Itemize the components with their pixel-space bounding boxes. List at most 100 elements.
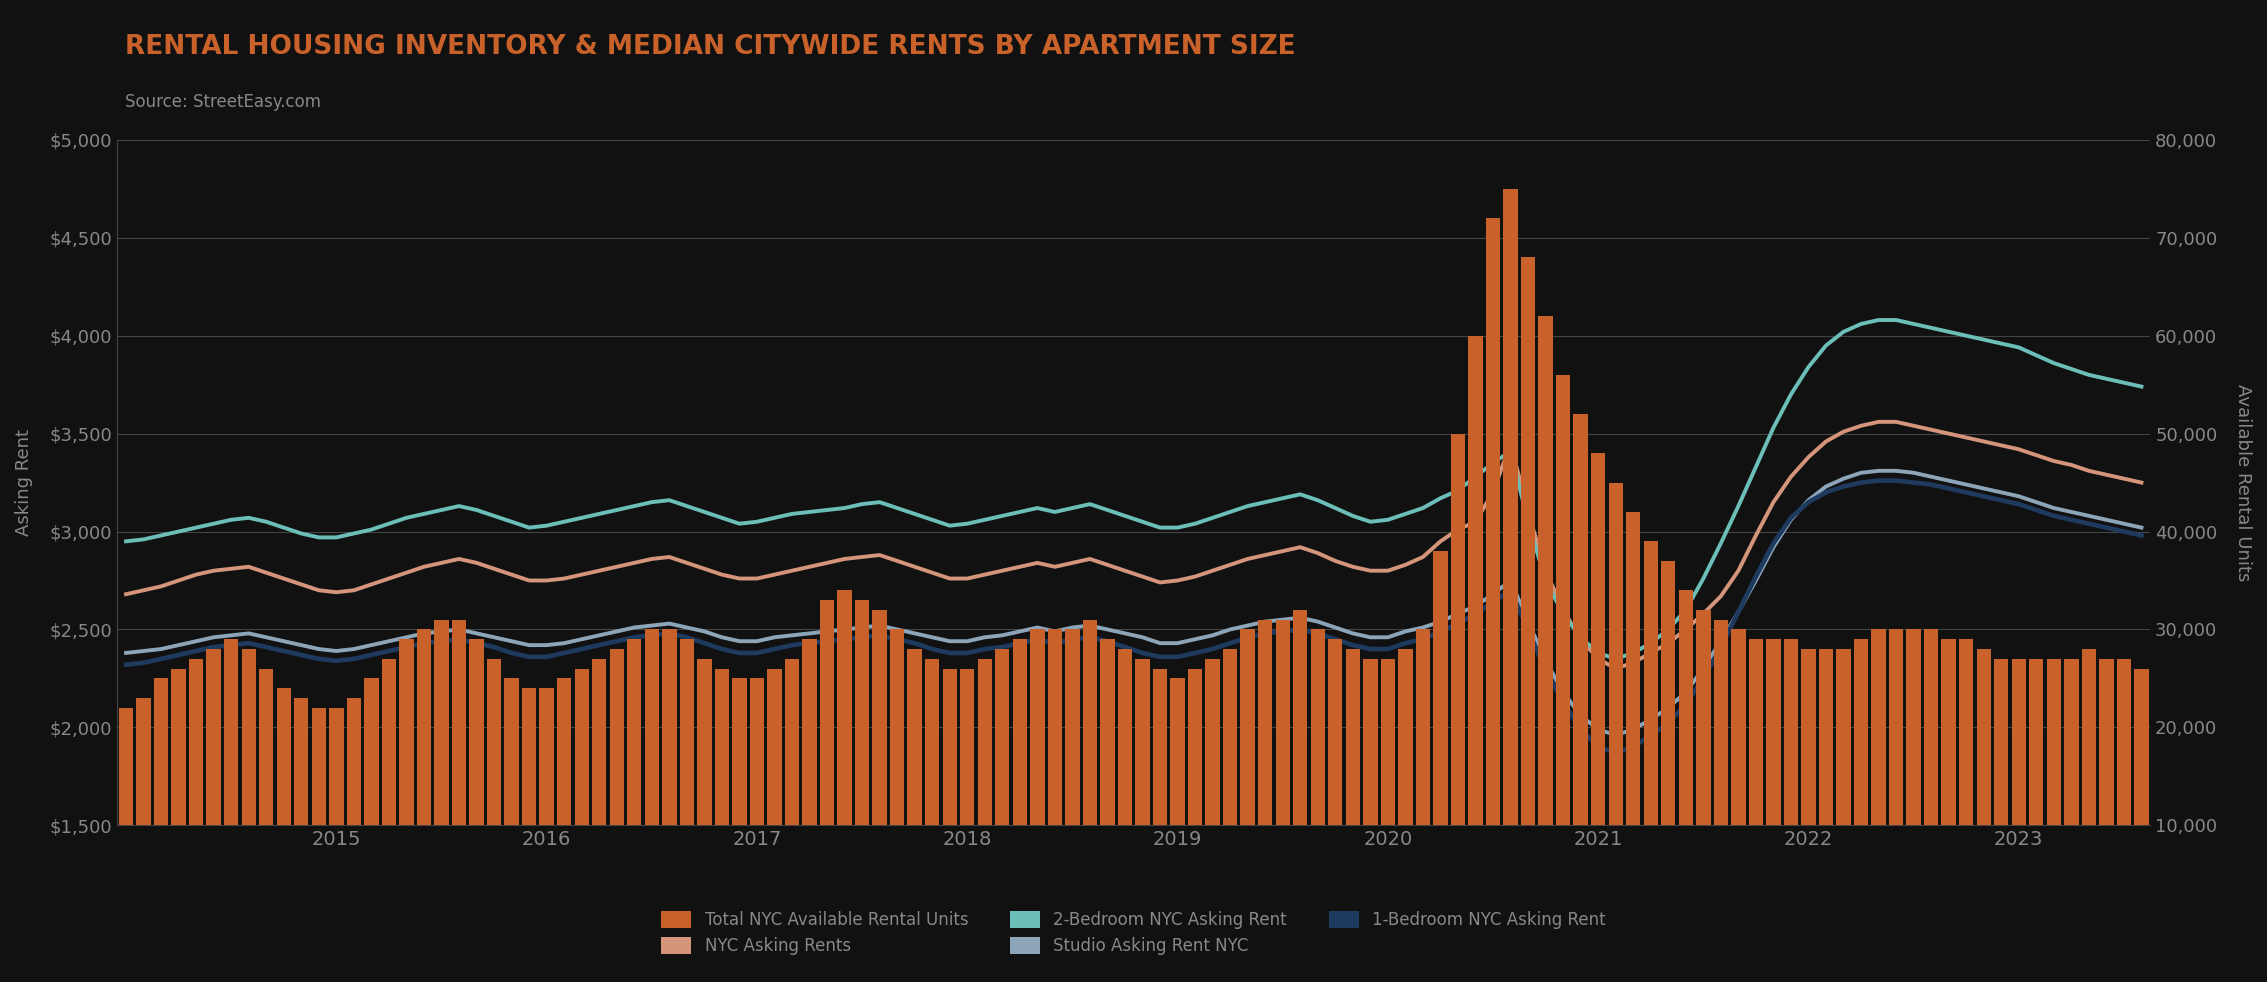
Legend: Total NYC Available Rental Units, NYC Asking Rents, 2-Bedroom NYC Asking Rent, S: Total NYC Available Rental Units, NYC As… <box>648 898 1619 969</box>
Bar <box>1625 512 1641 923</box>
Bar <box>1292 610 1308 923</box>
Bar <box>1521 257 1535 923</box>
Bar <box>381 659 397 923</box>
Bar <box>1748 639 1764 923</box>
Bar <box>1362 659 1378 923</box>
Bar <box>995 649 1009 923</box>
Bar <box>1310 629 1324 923</box>
Bar <box>1258 620 1272 923</box>
Bar <box>487 659 501 923</box>
Bar <box>1925 629 1938 923</box>
Bar <box>628 639 642 923</box>
Bar <box>1047 629 1061 923</box>
Bar <box>1469 336 1483 923</box>
Text: Source: StreetEasy.com: Source: StreetEasy.com <box>125 93 320 111</box>
Bar <box>680 639 694 923</box>
Bar <box>644 629 660 923</box>
Bar <box>136 698 150 923</box>
Bar <box>1591 453 1605 923</box>
Bar <box>698 659 712 923</box>
Bar <box>347 698 360 923</box>
Bar <box>907 649 923 923</box>
Bar <box>925 659 939 923</box>
Bar <box>1941 639 1956 923</box>
Bar <box>1099 639 1115 923</box>
Bar <box>574 669 589 923</box>
Bar <box>1662 561 1675 923</box>
Bar <box>1678 590 1693 923</box>
Bar <box>803 639 816 923</box>
Bar <box>558 679 571 923</box>
Bar <box>206 649 220 923</box>
Bar <box>821 600 834 923</box>
Bar <box>873 610 886 923</box>
Bar <box>295 698 308 923</box>
Bar <box>1381 659 1394 923</box>
Bar <box>1573 414 1587 923</box>
Bar <box>610 649 623 923</box>
Bar <box>1485 218 1501 923</box>
Bar <box>1222 649 1238 923</box>
Bar <box>662 629 676 923</box>
Bar <box>1065 629 1079 923</box>
Bar <box>1818 649 1834 923</box>
Bar <box>714 669 730 923</box>
Bar <box>1170 679 1186 923</box>
Bar <box>540 688 553 923</box>
Bar <box>1854 639 1868 923</box>
Bar <box>1539 316 1553 923</box>
Bar <box>329 708 345 923</box>
Bar <box>1188 669 1202 923</box>
Bar <box>1415 629 1430 923</box>
Bar <box>2011 659 2027 923</box>
Bar <box>1766 639 1780 923</box>
Bar <box>1977 649 1990 923</box>
Bar <box>891 629 905 923</box>
Bar <box>1136 659 1149 923</box>
Bar <box>2065 659 2079 923</box>
Bar <box>118 708 134 923</box>
Bar <box>1784 639 1798 923</box>
Bar <box>1433 551 1449 923</box>
Y-axis label: Available Rental Units: Available Rental Units <box>2233 384 2251 581</box>
Bar <box>1029 629 1045 923</box>
Bar <box>1347 649 1360 923</box>
Bar <box>365 679 379 923</box>
Bar <box>224 639 238 923</box>
Bar <box>1451 434 1464 923</box>
Bar <box>784 659 800 923</box>
Bar <box>1995 659 2009 923</box>
Bar <box>943 669 957 923</box>
Bar <box>959 669 975 923</box>
Text: RENTAL HOUSING INVENTORY & MEDIAN CITYWIDE RENTS BY APARTMENT SIZE: RENTAL HOUSING INVENTORY & MEDIAN CITYWI… <box>125 34 1294 60</box>
Bar <box>172 669 186 923</box>
Bar <box>1696 610 1712 923</box>
Bar <box>1399 649 1412 923</box>
Bar <box>1888 629 1904 923</box>
Bar <box>311 708 326 923</box>
Bar <box>258 669 274 923</box>
Bar <box>2081 649 2097 923</box>
Bar <box>2029 659 2043 923</box>
Bar <box>1907 629 1920 923</box>
Bar <box>2047 659 2061 923</box>
Bar <box>977 659 993 923</box>
Bar <box>1084 620 1097 923</box>
Bar <box>277 688 290 923</box>
Bar <box>855 600 868 923</box>
Bar <box>2133 669 2149 923</box>
Bar <box>766 669 782 923</box>
Bar <box>506 679 519 923</box>
Bar <box>837 590 852 923</box>
Bar <box>1206 659 1220 923</box>
Bar <box>1714 620 1727 923</box>
Bar <box>469 639 483 923</box>
Bar <box>1802 649 1816 923</box>
Bar <box>188 659 204 923</box>
Bar <box>435 620 449 923</box>
Bar <box>2099 659 2113 923</box>
Bar <box>1503 189 1517 923</box>
Bar <box>732 679 746 923</box>
Bar <box>1328 639 1342 923</box>
Bar <box>1276 620 1290 923</box>
